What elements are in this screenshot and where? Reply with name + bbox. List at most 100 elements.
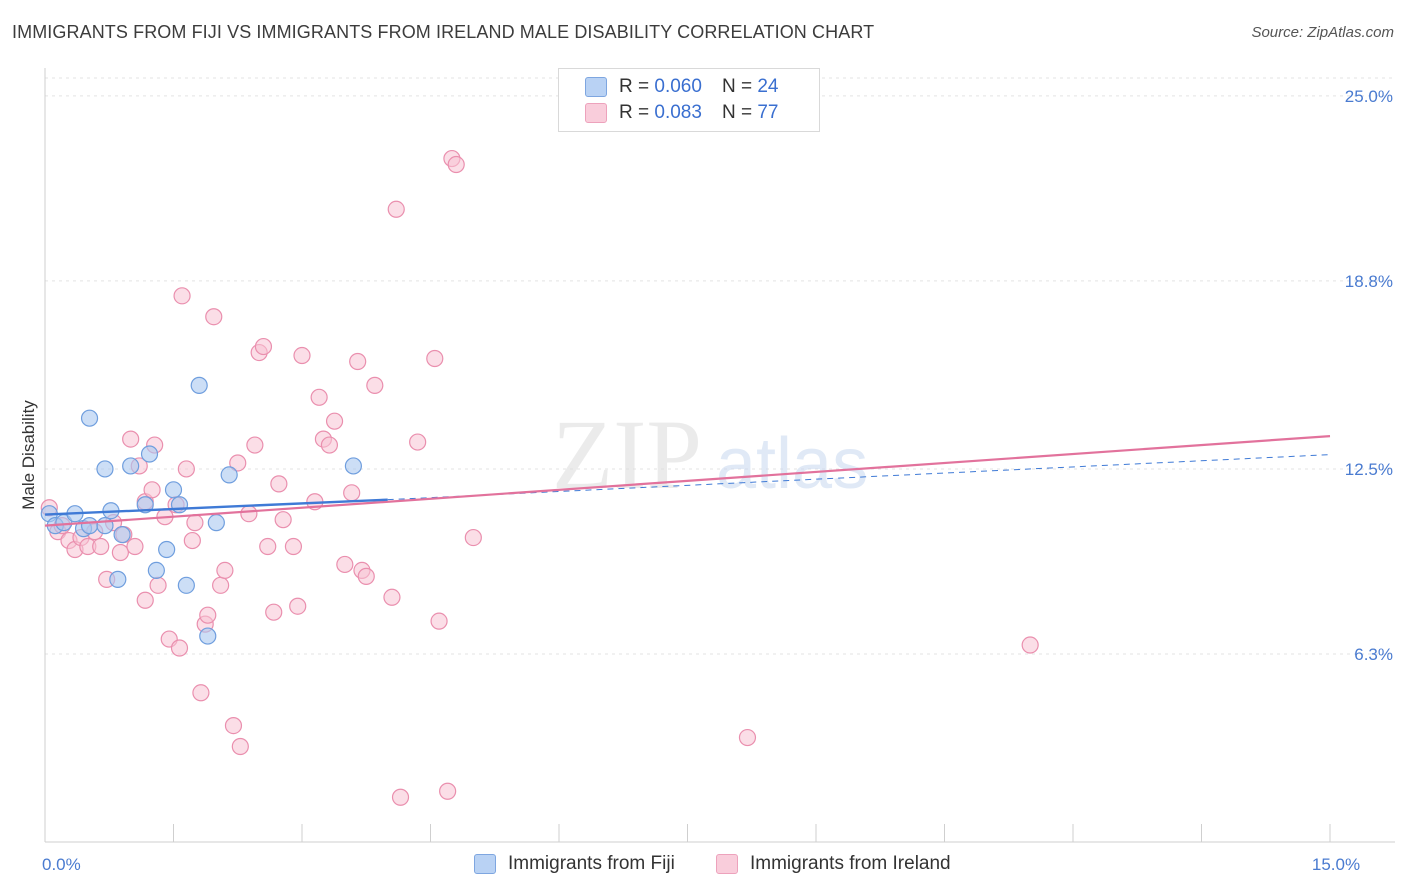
bottom-legend-fiji: Immigrants from Fiji <box>474 852 675 876</box>
fiji-series <box>40 376 362 645</box>
ireland-point <box>336 555 354 574</box>
ireland-point <box>439 782 457 800</box>
grid-lines <box>45 77 1395 655</box>
fiji-point <box>109 570 127 588</box>
fiji-point <box>199 627 217 645</box>
ireland-point <box>464 528 482 547</box>
ireland-point <box>325 412 344 430</box>
x-tick-label: 15.0% <box>1312 855 1360 874</box>
ireland-point <box>240 505 258 523</box>
ireland-point <box>216 561 234 580</box>
ireland-point <box>224 717 243 735</box>
ireland-point <box>447 155 465 174</box>
ireland-point <box>1021 636 1039 654</box>
legend-fiji-r-value: 0.060 <box>654 76 702 97</box>
ireland-point <box>349 352 367 371</box>
ireland-point <box>430 612 448 630</box>
ireland-point <box>383 588 401 606</box>
ireland-point <box>320 436 339 454</box>
fiji-point <box>140 445 159 463</box>
ireland-point <box>122 430 140 448</box>
fiji-point <box>177 576 195 594</box>
legend-row-fiji: R = 0.060 N = 24 <box>585 75 778 99</box>
fiji-point <box>158 540 176 559</box>
legend-row-ireland: R = 0.083 N = 77 <box>585 101 778 125</box>
watermark-zip: ZIP <box>552 399 702 510</box>
bottom-ireland-swatch <box>716 854 738 874</box>
watermark: ZIP atlas <box>552 399 868 510</box>
bottom-legend-ireland-label: Immigrants from Ireland <box>750 853 951 874</box>
ireland-point <box>186 514 204 532</box>
ireland-point <box>149 576 167 594</box>
ireland-point <box>143 481 161 499</box>
ireland-point <box>289 597 307 615</box>
legend-fiji-r-label: R = <box>619 76 650 97</box>
trend-lines <box>44 435 1331 527</box>
bottom-fiji-swatch <box>474 854 496 874</box>
ireland-swatch <box>585 103 607 123</box>
axes <box>44 68 1395 843</box>
ireland-point <box>111 543 129 562</box>
ireland-point <box>231 737 249 756</box>
ireland-point <box>170 639 189 657</box>
legend-fiji-n-label: N = <box>721 76 753 97</box>
ireland-series <box>40 149 1039 806</box>
tick-labels: 6.3% 12.5% 18.8% 25.0% 0.0% 15.0% <box>42 87 1393 874</box>
ireland-point <box>92 537 110 556</box>
bottom-legend-fiji-label: Immigrants from Fiji <box>508 853 675 874</box>
ireland-point <box>173 287 191 305</box>
legend-ireland-r-label: R = <box>619 102 650 123</box>
fiji-point <box>147 561 165 580</box>
ireland-trend-line <box>44 435 1331 527</box>
y-tick-label: 6.3% <box>1354 645 1393 664</box>
chart-title: IMMIGRANTS FROM FIJI VS IMMIGRANTS FROM … <box>12 22 875 42</box>
ireland-point <box>212 576 230 594</box>
ireland-point <box>366 376 384 394</box>
ireland-point <box>409 433 427 451</box>
ireland-point <box>246 436 264 454</box>
bottom-legend-ireland: Immigrants from Ireland <box>716 852 951 876</box>
y-tick-label: 18.8% <box>1345 272 1393 291</box>
ireland-point <box>310 388 328 406</box>
ireland-point <box>391 788 410 806</box>
y-tick-label: 12.5% <box>1345 460 1393 479</box>
ireland-point <box>426 349 444 368</box>
ireland-point <box>177 460 195 478</box>
fiji-point <box>164 481 183 499</box>
fiji-point <box>80 517 99 535</box>
fiji-point <box>96 460 114 478</box>
legend-ireland-n-label: N = <box>721 102 753 123</box>
ireland-point <box>284 537 303 556</box>
ireland-point <box>293 346 311 365</box>
legend-ireland-r-value: 0.083 <box>654 102 702 123</box>
ireland-point <box>357 567 375 585</box>
ireland-point <box>229 454 247 472</box>
ireland-point <box>199 606 217 624</box>
ireland-point <box>265 603 283 621</box>
ireland-point <box>259 537 277 556</box>
legend-ireland-n-value: 77 <box>757 102 779 123</box>
fiji-point <box>80 409 99 427</box>
y-tick-label: 25.0% <box>1345 87 1393 106</box>
ireland-point <box>126 537 144 556</box>
ireland-point <box>274 511 292 529</box>
watermark-atlas: atlas <box>716 424 868 504</box>
fiji-point <box>122 457 140 475</box>
ireland-point <box>254 337 273 356</box>
fiji-point <box>170 496 189 514</box>
fiji-trend-line <box>44 498 388 516</box>
ireland-point <box>270 475 288 493</box>
ireland-point <box>387 200 405 218</box>
ireland-point <box>136 591 154 609</box>
ireland-point <box>343 484 361 502</box>
fiji-point <box>220 466 238 484</box>
fiji-point <box>136 496 154 514</box>
fiji-trend-extension <box>387 454 1331 501</box>
fiji-point <box>344 457 362 475</box>
source-credit: Source: ZipAtlas.com <box>1251 24 1394 41</box>
fiji-swatch <box>585 77 607 97</box>
ireland-point <box>183 531 201 550</box>
ireland-point <box>738 728 757 747</box>
ireland-point <box>192 684 210 702</box>
